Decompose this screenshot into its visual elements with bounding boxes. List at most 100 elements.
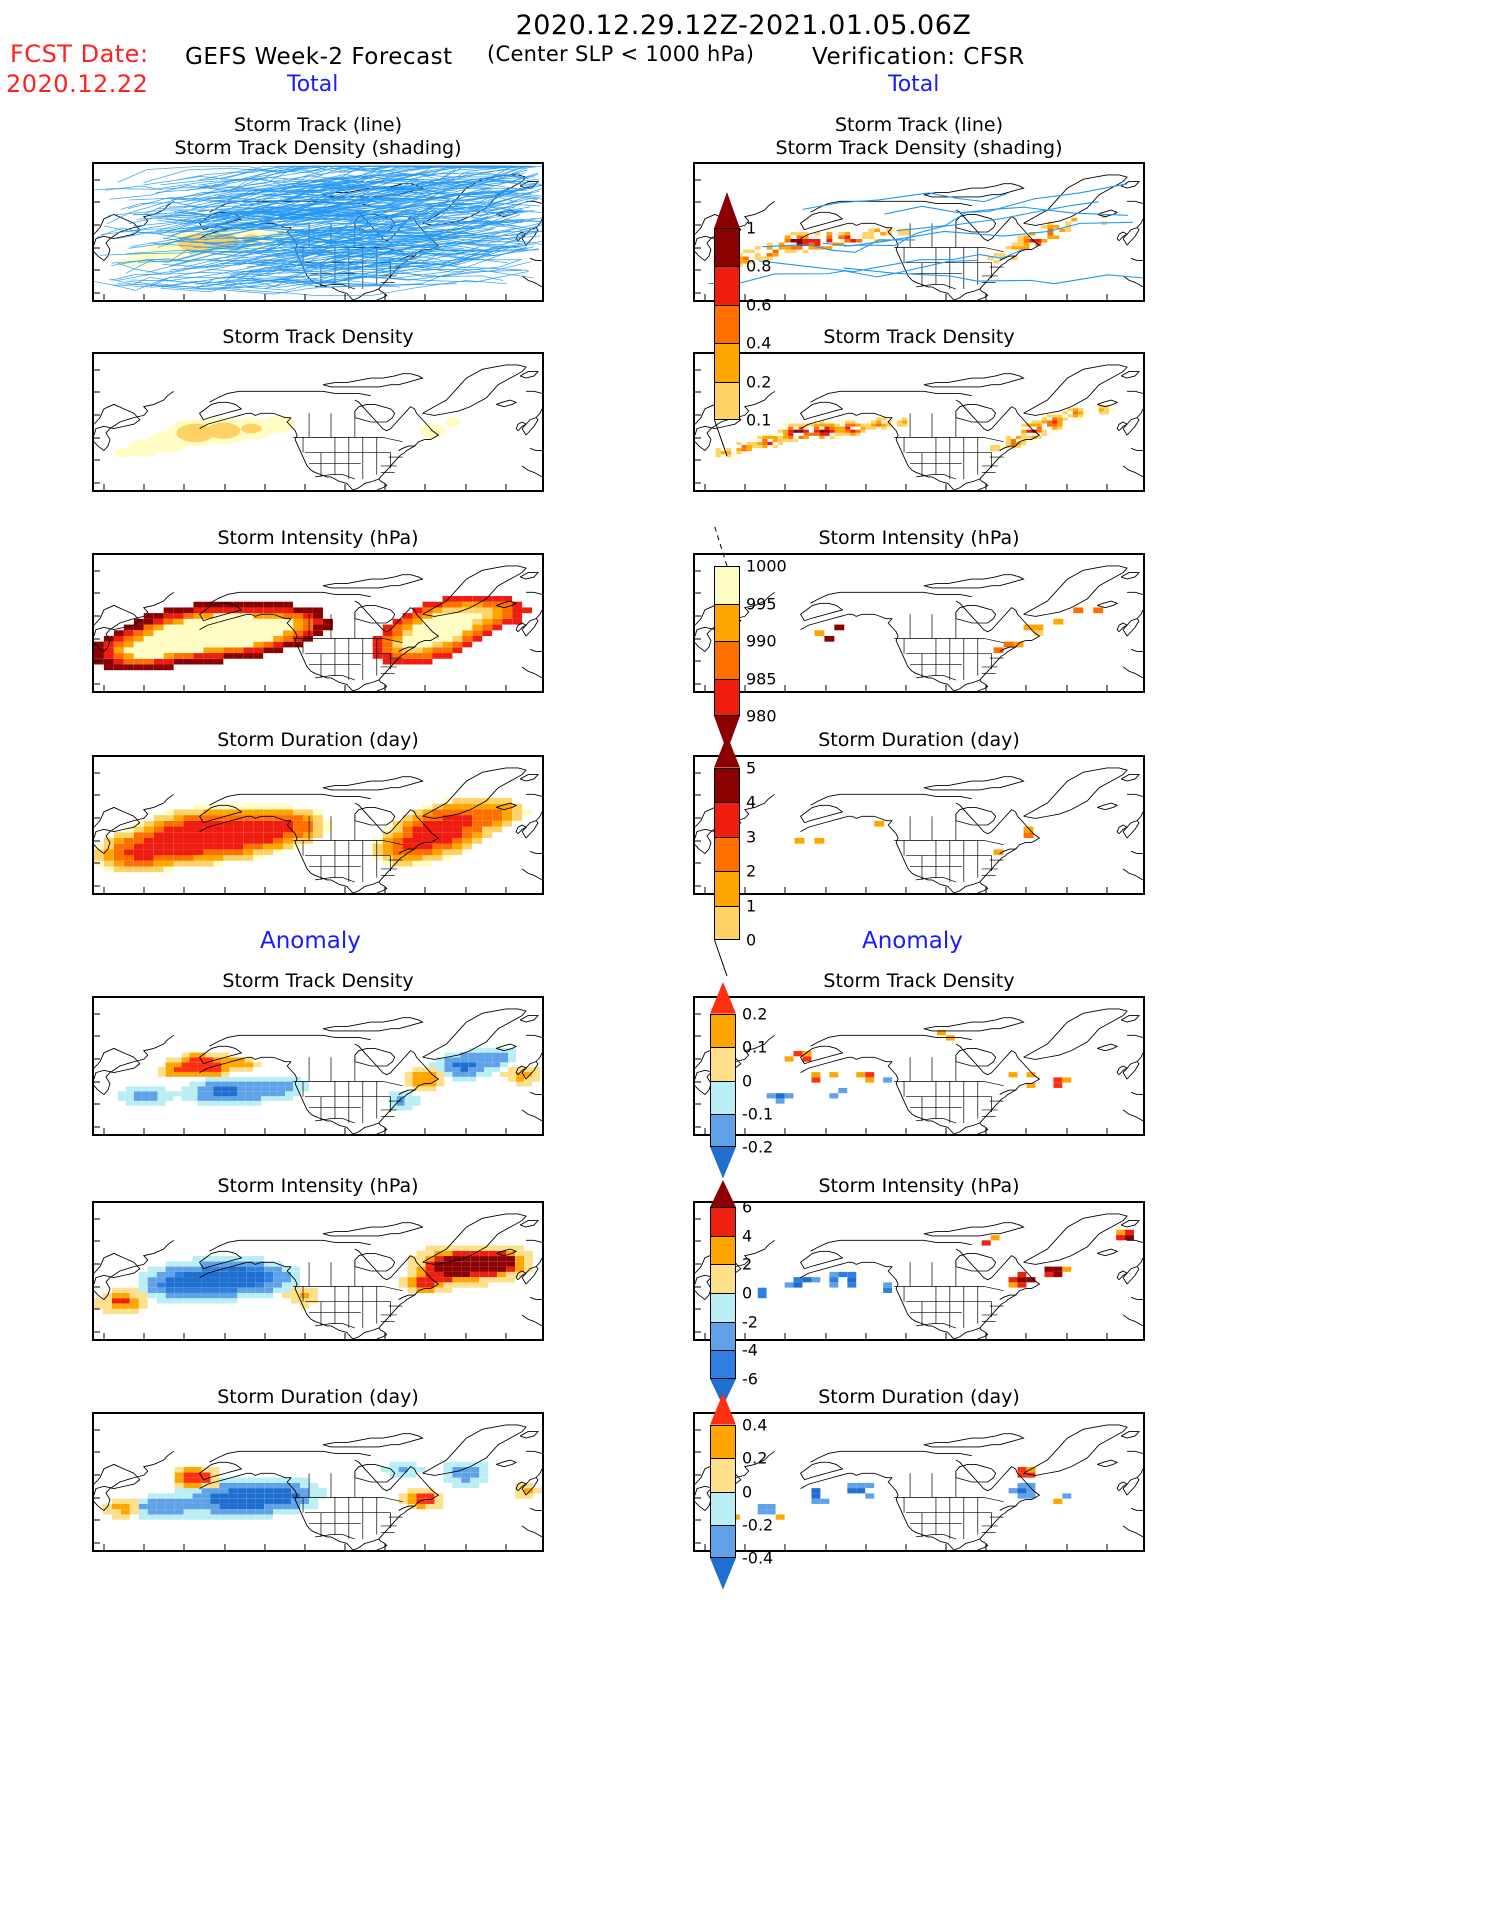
lat-tick bbox=[94, 1286, 100, 1288]
lon-label-100W: 100W bbox=[924, 1339, 967, 1341]
panel-title-line: Storm Track Density bbox=[222, 970, 414, 992]
lon-tick bbox=[505, 484, 507, 490]
lat-label-80N: 80N bbox=[693, 171, 695, 189]
lat-tick bbox=[695, 1240, 701, 1242]
lat-label-80N: 80N bbox=[693, 764, 695, 782]
lon-tick bbox=[865, 294, 867, 300]
lat-label-60N: 60N bbox=[693, 607, 695, 625]
lon-tick bbox=[1106, 294, 1108, 300]
lon-tick bbox=[143, 887, 145, 893]
panel-title-verif-anom-dur: Storm Duration (day) bbox=[693, 1386, 1145, 1409]
lon-label-60W: 60W bbox=[1009, 1339, 1043, 1341]
lat-label-30N: 30N bbox=[693, 1323, 695, 1341]
lon-tick bbox=[825, 484, 827, 490]
colorbar-segment bbox=[714, 678, 740, 716]
lon-tick bbox=[183, 887, 185, 893]
colorbar-tick-label: 2 bbox=[746, 861, 757, 881]
lon-tick bbox=[784, 1128, 786, 1134]
colorbar-extend-min-arrow bbox=[710, 1147, 736, 1179]
lon-label-120W: 120W bbox=[283, 490, 326, 492]
lon-label-40W: 40W bbox=[449, 893, 483, 895]
lat-label-40N: 40N bbox=[92, 451, 94, 469]
lon-tick bbox=[465, 1544, 467, 1550]
lon-label-160E: 160E bbox=[726, 490, 764, 492]
lat-label-60N: 60N bbox=[92, 809, 94, 827]
colorbar-tick-label: 4 bbox=[742, 1226, 753, 1246]
lat-tick bbox=[94, 772, 100, 774]
anomaly-section-label-forecast: Anomaly bbox=[260, 928, 361, 954]
lat-label-70N: 70N bbox=[92, 1232, 94, 1250]
lon-tick bbox=[1025, 1333, 1027, 1339]
lon-label-100W: 100W bbox=[323, 490, 366, 492]
lat-label-70N: 70N bbox=[693, 383, 695, 401]
lat-tick bbox=[695, 1519, 701, 1521]
lon-label-180: 180 bbox=[771, 300, 800, 302]
lat-label-60N: 60N bbox=[92, 406, 94, 424]
lat-label-50N: 50N bbox=[693, 429, 695, 447]
lon-label-160E: 160E bbox=[125, 490, 163, 492]
lon-tick bbox=[424, 887, 426, 893]
lon-label-80W: 80W bbox=[368, 490, 402, 492]
lon-label-160W: 160W bbox=[203, 490, 246, 492]
map-verif-track-1: 80N70N60N50N40N30N140E160E180160W140W120… bbox=[693, 162, 1145, 302]
lon-label-180: 180 bbox=[771, 490, 800, 492]
lon-label-140E: 140E bbox=[92, 300, 123, 302]
lon-tick bbox=[224, 685, 226, 691]
lat-label-30N: 30N bbox=[92, 474, 94, 492]
colorbar-tick-label: 0.4 bbox=[746, 333, 772, 353]
lat-tick bbox=[94, 247, 100, 249]
lat-label-30N: 30N bbox=[693, 877, 695, 895]
panel-title-line: Storm Duration (day) bbox=[818, 729, 1020, 751]
lon-tick bbox=[905, 484, 907, 490]
panel-title-fcst-density: Storm Track Density bbox=[92, 326, 544, 349]
lon-label-80W: 80W bbox=[368, 893, 402, 895]
lon-label-180: 180 bbox=[170, 490, 199, 492]
lon-label-80W: 80W bbox=[969, 1550, 1003, 1552]
colorbar-tick-label: -6 bbox=[742, 1369, 758, 1389]
lon-tick bbox=[264, 685, 266, 691]
lat-label-70N: 70N bbox=[693, 1232, 695, 1250]
lon-label-0: 0 bbox=[541, 1339, 544, 1341]
fcst-date-label: FCST Date: bbox=[10, 40, 149, 68]
lon-tick bbox=[344, 887, 346, 893]
lon-tick bbox=[1066, 1333, 1068, 1339]
lon-tick bbox=[183, 1128, 185, 1134]
lat-label-50N: 50N bbox=[92, 1278, 94, 1296]
lon-label-80W: 80W bbox=[969, 300, 1003, 302]
lon-tick bbox=[143, 685, 145, 691]
lon-label-120W: 120W bbox=[283, 691, 326, 693]
lon-label-20W: 20W bbox=[489, 490, 523, 492]
lat-label-50N: 50N bbox=[92, 630, 94, 648]
lon-label-140E: 140E bbox=[92, 490, 123, 492]
lon-label-60W: 60W bbox=[408, 1339, 442, 1341]
lon-tick bbox=[304, 1128, 306, 1134]
lat-tick bbox=[695, 1218, 701, 1220]
lat-label-30N: 30N bbox=[693, 284, 695, 302]
lat-tick bbox=[94, 615, 100, 617]
lat-tick bbox=[695, 1035, 701, 1037]
lon-tick bbox=[344, 294, 346, 300]
lon-tick bbox=[1025, 294, 1027, 300]
map-fcst-dur: 80N 70N 60N 50N 40N 30N140E160E 180 160W140W120… bbox=[92, 755, 544, 895]
lon-tick bbox=[224, 294, 226, 300]
lon-tick bbox=[1066, 294, 1068, 300]
panel-title-verif-intens: Storm Intensity (hPa) bbox=[693, 527, 1145, 550]
lat-tick bbox=[695, 482, 701, 484]
colorbar-segment bbox=[710, 1491, 736, 1525]
lat-label-30N: 30N bbox=[92, 675, 94, 693]
lon-tick bbox=[424, 685, 426, 691]
lat-tick bbox=[94, 1497, 100, 1499]
colorbar-segment bbox=[710, 1113, 736, 1147]
panel-title-verif-anom-dens: Storm Track Density bbox=[693, 970, 1145, 993]
lat-tick bbox=[94, 414, 100, 416]
panel-title-line: Storm Intensity (hPa) bbox=[217, 527, 419, 549]
lon-label-160W: 160W bbox=[804, 1134, 847, 1136]
lon-label-180: 180 bbox=[771, 1550, 800, 1552]
lat-tick bbox=[94, 369, 100, 371]
lon-label-100W: 100W bbox=[323, 300, 366, 302]
lat-tick bbox=[94, 224, 100, 226]
lon-tick bbox=[945, 294, 947, 300]
colorbar-segment bbox=[710, 1321, 736, 1351]
lon-tick bbox=[1106, 1128, 1108, 1134]
